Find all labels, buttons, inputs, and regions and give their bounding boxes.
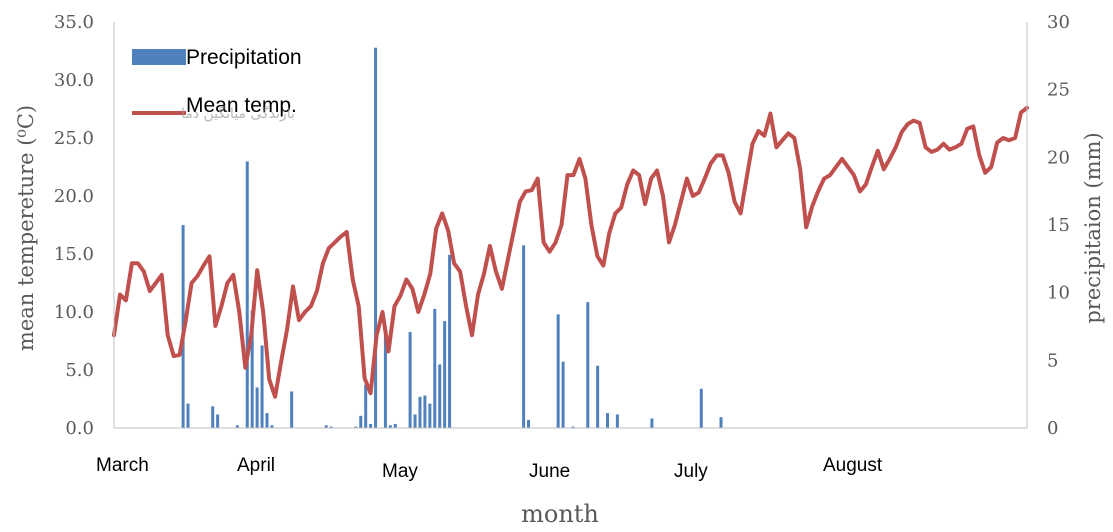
left-tick-label: 15.0 <box>54 244 94 265</box>
left-tick-label: 5.0 <box>65 360 94 381</box>
precipitation-bar <box>615 414 619 428</box>
precipitation-bar <box>245 161 249 429</box>
month-label: June <box>529 461 570 482</box>
precipitation-bar <box>374 47 378 429</box>
precipitation-bar <box>522 245 526 428</box>
precipitation-bar <box>606 413 610 428</box>
precipitation-bar <box>448 254 452 428</box>
legend-precipitation-swatch <box>132 49 186 65</box>
right-tick-label: 10 <box>1047 283 1070 304</box>
right-axis-ticks: 0 5 10 15 20 25 30 <box>1047 12 1070 439</box>
precipitation-bar <box>186 403 190 428</box>
precipitation-bar <box>438 364 442 428</box>
precipitation-bar <box>586 302 590 428</box>
precipitation-bar <box>260 345 264 428</box>
precipitation-bar <box>719 417 723 428</box>
precipitation-bar <box>255 387 259 428</box>
precipitation-bar <box>418 396 422 428</box>
precipitation-bar <box>413 414 417 428</box>
mean-temp-line <box>112 105 1029 399</box>
precipitation-bar <box>561 361 565 428</box>
month-label: August <box>823 455 883 476</box>
right-tick-label: 30 <box>1047 12 1070 33</box>
left-tick-label: 30.0 <box>54 70 94 91</box>
left-tick-label: 10.0 <box>54 302 94 323</box>
precipitation-bar <box>329 426 333 428</box>
precipitation-bar <box>388 425 392 428</box>
precipitation-bar <box>235 425 239 428</box>
precipitation-bar <box>364 384 368 428</box>
left-tick-label: 35.0 <box>54 12 94 33</box>
month-label: May <box>382 461 418 482</box>
right-tick-label: 5 <box>1047 350 1058 371</box>
right-tick-label: 0 <box>1047 418 1058 439</box>
precipitation-bar <box>265 413 269 428</box>
precipitation-bar <box>699 388 703 428</box>
precipitation-bar <box>383 329 387 428</box>
left-tick-label: 25.0 <box>54 128 94 149</box>
x-axis-title: month <box>521 500 599 528</box>
legend-overlay-text: بارندگی میانگین دما <box>181 105 295 122</box>
precipitation-bar <box>393 423 397 428</box>
precipitation-bar <box>428 403 432 428</box>
precipitation-bar <box>527 419 531 428</box>
y-axis-title-right: precipitaion (mm) <box>1081 132 1105 323</box>
y-axis-title-left: mean tempereture (⁰C) <box>14 105 38 351</box>
left-axis-ticks: 0.0 5.0 10.0 15.0 20.0 25.0 30.0 35.0 <box>54 12 94 439</box>
precipitation-bar <box>433 308 437 428</box>
precipitation-bar <box>359 415 363 428</box>
right-tick-label: 15 <box>1047 215 1070 236</box>
month-label: July <box>674 461 708 482</box>
legend: Precipitation Mean temp. بارندگی میانگین… <box>132 46 302 122</box>
precipitation-bar <box>270 425 274 428</box>
precipitation-bar <box>408 331 412 428</box>
precipitation-bar <box>354 426 358 428</box>
right-tick-label: 20 <box>1047 147 1070 168</box>
chart-axes <box>113 22 1028 429</box>
precipitation-bar <box>369 423 373 428</box>
left-tick-label: 0.0 <box>65 418 94 439</box>
month-labels: March April May June July August <box>96 455 883 482</box>
precipitation-bar <box>596 365 600 428</box>
right-tick-label: 25 <box>1047 80 1070 101</box>
month-label: March <box>96 455 149 476</box>
precipitation-bar <box>250 310 254 428</box>
precipitation-bar <box>650 418 654 428</box>
precipitation-bar <box>423 395 427 428</box>
legend-precipitation-label: Precipitation <box>186 46 302 69</box>
precipitation-bar <box>443 321 447 428</box>
precipitation-bar <box>211 406 215 428</box>
legend-mean-temp-label: Mean temp. <box>186 94 297 117</box>
precipitation-bars <box>181 47 723 429</box>
left-tick-label: 20.0 <box>54 186 94 207</box>
precipitation-bar <box>216 414 220 428</box>
precipitation-bar <box>324 425 328 428</box>
precipitation-bar <box>290 391 294 428</box>
precipitation-bar <box>571 426 575 428</box>
precipitation-bar <box>556 314 560 428</box>
month-label: April <box>237 455 275 476</box>
